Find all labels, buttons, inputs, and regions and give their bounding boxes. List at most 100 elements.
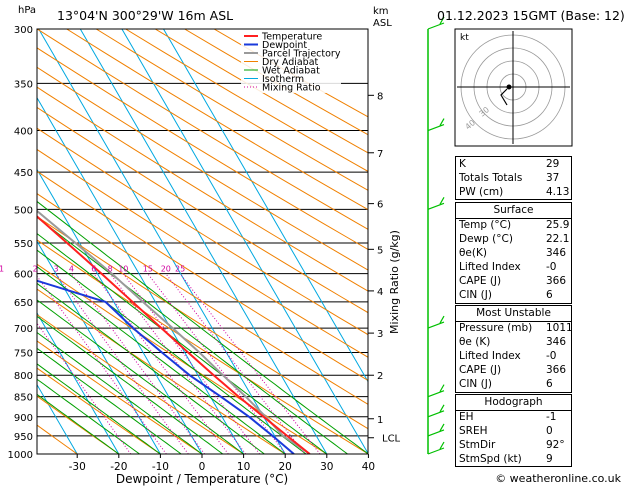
- dry-adiabat-line: [37, 106, 368, 314]
- pressure-tick-label: 650: [14, 298, 33, 309]
- dry-adiabat-line: [37, 170, 368, 382]
- wet-adiabat-line: [37, 216, 348, 454]
- hodo-row: StmDir 92°: [459, 439, 565, 451]
- pressure-axis: 300 350 400 450 500 550 600 650 700 750 800 850 900 9…: [8, 25, 33, 461]
- dry-adiabat-line: [37, 66, 368, 271]
- dry-adiabat-line: [95, 29, 368, 191]
- dry-adiabat-line: [37, 340, 203, 454]
- mixing-ratio-label: 10: [118, 265, 128, 274]
- wind-barb: [427, 315, 445, 329]
- isotherm-line: [163, 29, 368, 383]
- dry-adiabat-line: [37, 47, 368, 250]
- wet-adiabat-line: [37, 331, 203, 454]
- temperature-line: [37, 215, 311, 454]
- wet-adiabat-line: [37, 232, 328, 454]
- height-tick-label: 8: [377, 91, 383, 102]
- most-unstable-panel: Most Unstable Pressure (mb) 1011 θe (K) 34…: [455, 305, 573, 393]
- legend-label: Dry Adiabat: [262, 57, 319, 68]
- surface-row: Temp (°C) 25.9: [459, 219, 570, 231]
- index-row-pw: PW (cm) 4.13: [459, 186, 570, 198]
- asl-label: ASL: [373, 18, 392, 29]
- dry-adiabat-line: [37, 127, 368, 336]
- dry-adiabat-line: [37, 193, 368, 405]
- index-row-totals: Totals Totals 37: [459, 172, 560, 184]
- height-tick-label: 1: [377, 415, 383, 426]
- wind-barb: [427, 118, 445, 132]
- wind-barbs: [427, 16, 445, 455]
- mixing-ratio-line: [122, 273, 260, 454]
- hodograph-unit-label: kt: [460, 33, 469, 43]
- mixing-ratio-line: [109, 273, 247, 454]
- height-tick-label: 4: [377, 287, 383, 298]
- wind-barb: [427, 197, 445, 210]
- isotherm-line: [37, 168, 203, 454]
- dry-adiabat-line: [37, 239, 368, 454]
- dry-adiabat-line: [37, 314, 244, 454]
- most-unstable-title: Most Unstable: [476, 307, 551, 319]
- surface-row: CIN (J) 6: [459, 289, 553, 301]
- hodograph-table: Hodograph EH -1 SREH 0 StmDir 92° StmSpd (k…: [455, 394, 572, 467]
- mixing-ratio-label: 6: [91, 265, 96, 274]
- dry-adiabat-line: [37, 367, 161, 454]
- hodograph-trace: [500, 88, 508, 106]
- pressure-tick-label: 400: [14, 127, 33, 138]
- mixing-ratio-line: [70, 273, 206, 454]
- wind-barb: [427, 441, 445, 455]
- dry-adiabat-line: [37, 288, 286, 454]
- wind-barb: [427, 16, 445, 30]
- dry-adiabat-line: [66, 29, 368, 211]
- mixing-ratio-label: 1: [0, 265, 4, 274]
- surface-row: Dewp (°C) 22.1: [459, 233, 570, 245]
- legend-label: Dewpoint: [262, 40, 307, 51]
- hodo-row: SREH 0: [459, 425, 553, 437]
- wet-adiabat-line: [37, 200, 368, 454]
- pressure-tick-label: 700: [14, 324, 33, 335]
- legend-label: Isotherm: [262, 74, 304, 85]
- mixing-ratio-line: [55, 273, 189, 454]
- pressure-tick-label: 300: [14, 25, 33, 36]
- legend-label: Mixing Ratio: [262, 83, 321, 94]
- wind-barb: [427, 423, 445, 437]
- wet-adiabat-line: [37, 266, 286, 454]
- pressure-tick-label: 850: [14, 393, 33, 404]
- temperature-tick-label: 10: [237, 461, 250, 473]
- mixing-ratio-axis-label: Mixing Ratio (g/kg): [388, 230, 401, 334]
- pressure-tick-label: 350: [14, 79, 33, 90]
- temperature-tick-label: 30: [320, 461, 333, 473]
- mixing-ratio-line: [147, 273, 287, 454]
- mu-row: CIN (J) 6: [459, 378, 553, 390]
- mixing-ratio-line: [165, 273, 306, 454]
- mixing-ratio-label: 2: [33, 265, 38, 274]
- hodograph-table-title: Hodograph: [484, 396, 543, 408]
- pressure-tick-label: 600: [14, 270, 33, 281]
- mu-row: Lifted Index -0: [459, 350, 557, 362]
- height-tick-label: 5: [377, 245, 383, 256]
- mixing-ratio-label: 3: [53, 265, 58, 274]
- dry-adiabat-line: [37, 86, 368, 292]
- isotherm-line: [38, 29, 286, 454]
- isotherm-line: [79, 29, 328, 454]
- location-title: 13°04'N 300°29'W 16m ASL: [57, 8, 233, 23]
- mixing-ratio-label: 4: [69, 265, 74, 274]
- mu-row: CAPE (J) 366: [459, 364, 567, 376]
- footer-credit: © weatheronline.co.uk: [495, 472, 621, 485]
- height-tick-label: 3: [377, 329, 383, 340]
- dry-adiabat-line: [37, 395, 120, 454]
- dry-adiabat-line: [154, 29, 368, 154]
- isotherm-line: [37, 311, 120, 454]
- temperature-tick-label: 20: [279, 461, 292, 473]
- surface-panel: Surface Temp (°C) 25.9 Dewp (°C) 22.1 θe(K…: [455, 202, 572, 304]
- pressure-tick-label: 950: [14, 432, 33, 443]
- surface-title: Surface: [493, 204, 534, 216]
- temperature-tick-label: 0: [199, 461, 206, 473]
- wind-barb: [427, 404, 445, 418]
- pressure-tick-label: 800: [14, 371, 33, 382]
- height-tick-label: 2: [377, 371, 383, 382]
- wet-adiabat-line: [37, 393, 120, 454]
- wet-adiabat-line: [37, 315, 224, 454]
- surface-row: θe(K) 346: [459, 247, 567, 259]
- wet-adiabat-line: [37, 282, 265, 454]
- profiles: [37, 209, 311, 454]
